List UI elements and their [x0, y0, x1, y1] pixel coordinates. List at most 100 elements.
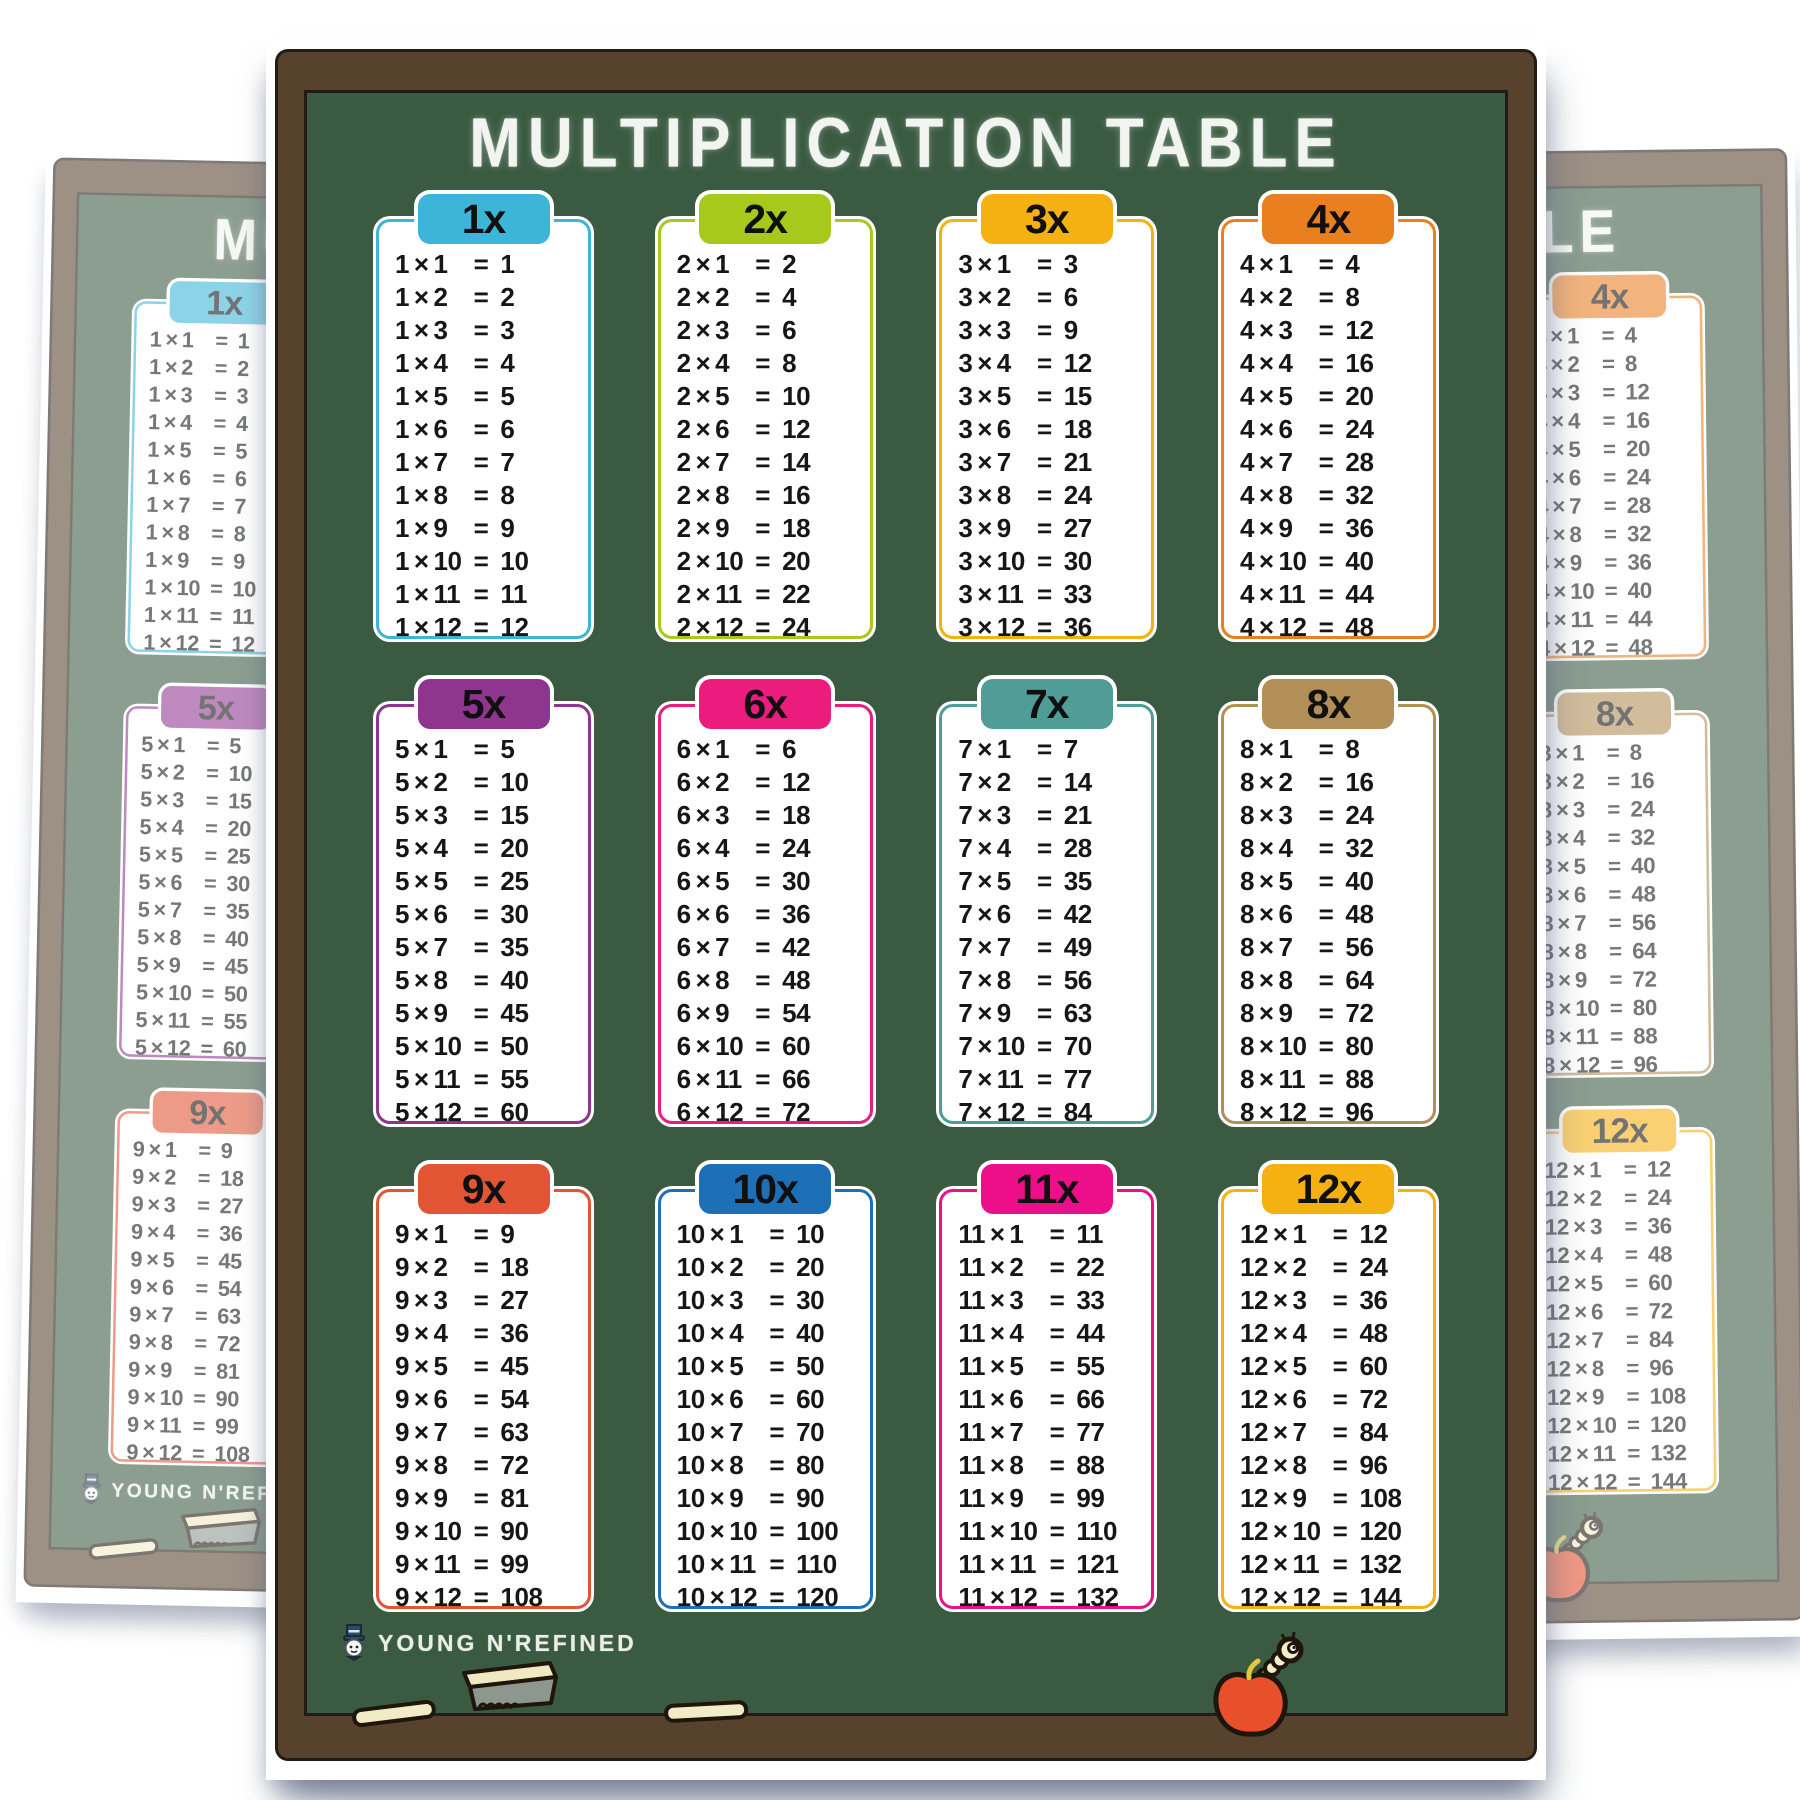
row-value: 24	[1626, 463, 1651, 490]
equals-sign: =	[1036, 546, 1052, 576]
row-expression: 9 × 1	[132, 1136, 177, 1163]
row-expression: 10 × 7	[676, 1417, 744, 1447]
row-value: 10	[228, 760, 253, 787]
equals-sign: =	[755, 1031, 771, 1061]
row-value: 81	[500, 1483, 529, 1513]
equals-sign: =	[755, 546, 771, 576]
equals-sign: =	[1608, 881, 1622, 908]
row-value: 21	[1063, 447, 1093, 477]
equals-sign: =	[473, 447, 489, 477]
row-value: 35	[500, 932, 529, 962]
equals-sign: =	[205, 787, 219, 814]
equals-sign: =	[755, 899, 771, 929]
equals-sign: =	[1605, 634, 1619, 661]
row-value: 28	[1063, 833, 1093, 863]
equals-sign: =	[1332, 1351, 1348, 1381]
table-card-9x: 9x 9 × 1 = 9 9 × 2 = 18 9 × 3 = 27 9 × 4 = 36 9 × 5 = 4…	[376, 1164, 591, 1612]
row-value: 120	[796, 1582, 839, 1612]
row-expression: 8 × 12	[1239, 1097, 1307, 1127]
equals-sign: =	[1610, 1051, 1624, 1078]
row-value: 64	[1631, 937, 1657, 964]
equals-sign: =	[755, 381, 771, 411]
equals-sign: =	[1609, 966, 1623, 993]
row-expression: 10 × 11	[676, 1549, 757, 1579]
row-expression: 4 × 12	[1537, 634, 1596, 662]
row-value: 60	[222, 1036, 247, 1062]
row-expression: 11 × 9	[958, 1483, 1024, 1513]
row-expression: 5 × 4	[395, 833, 448, 863]
board-eraser	[454, 1657, 566, 1720]
equals-sign: =	[1318, 866, 1334, 896]
row-expression: 1 × 11	[143, 601, 199, 629]
row-expression: 11 × 5	[958, 1351, 1024, 1381]
row-value: 88	[1076, 1450, 1105, 1480]
row-value: 144	[1359, 1582, 1402, 1612]
row-expression: 11 × 12	[958, 1582, 1038, 1612]
row-expression: 6 × 2	[676, 767, 730, 797]
row-expression: 12 × 1	[1543, 1156, 1602, 1184]
equals-sign: =	[1318, 315, 1334, 345]
equals-sign: =	[213, 382, 227, 409]
row-value: 88	[1632, 1022, 1658, 1049]
row-expression: 5 × 11	[395, 1064, 461, 1094]
row-value: 120	[1359, 1516, 1402, 1546]
row-expression: 12 × 5	[1239, 1351, 1307, 1381]
equals-sign: =	[473, 1417, 489, 1447]
equals-sign: =	[473, 767, 489, 797]
table-body-11x: 11 × 1 = 11 11 × 2 = 22 11 × 3 = 33 11 × 4 = 44 11 ×…	[939, 1189, 1155, 1612]
row-value: 70	[796, 1417, 825, 1447]
row-value: 25	[226, 843, 251, 869]
equals-sign: =	[755, 315, 771, 345]
equals-sign: =	[203, 870, 217, 896]
equals-sign: =	[473, 1516, 489, 1546]
row-value: 20	[796, 1252, 825, 1282]
row-value: 90	[215, 1385, 240, 1412]
row-expression: 9 × 2	[395, 1252, 448, 1282]
table-tab-7x: 7x	[980, 679, 1113, 729]
row-expression: 3 × 1	[958, 249, 1011, 279]
row-value: 3	[500, 315, 515, 345]
row-expression: 10 × 9	[676, 1483, 744, 1513]
row-value: 100	[796, 1516, 839, 1546]
equals-sign: =	[1602, 407, 1616, 434]
equals-sign: =	[213, 410, 227, 436]
row-expression: 11 × 11	[958, 1549, 1037, 1579]
row-value: 40	[796, 1318, 825, 1348]
equals-sign: =	[473, 348, 489, 378]
equals-sign: =	[1036, 282, 1052, 312]
row-expression: 12 × 12	[1239, 1582, 1321, 1612]
row-value: 12	[1345, 315, 1374, 345]
row-value: 33	[1063, 579, 1093, 609]
row-expression: 5 × 12	[395, 1097, 462, 1127]
row-value: 16	[1629, 767, 1655, 794]
equals-sign: =	[1332, 1285, 1348, 1315]
equals-sign: =	[1607, 796, 1621, 823]
row-expression: 11 × 10	[958, 1516, 1038, 1546]
equals-sign: =	[1049, 1549, 1065, 1579]
row-value: 36	[1063, 612, 1093, 642]
row-value: 80	[796, 1450, 825, 1480]
row-value: 8	[500, 480, 515, 510]
row-value: 108	[1649, 1382, 1687, 1409]
row-expression: 8 × 1	[1239, 734, 1293, 764]
equals-sign: =	[473, 1252, 489, 1282]
row-expression: 10 × 8	[676, 1450, 744, 1480]
row-value: 18	[1063, 414, 1093, 444]
row-value: 36	[1647, 1212, 1672, 1239]
row-expression: 9 × 3	[131, 1191, 176, 1218]
equals-sign: =	[1036, 800, 1052, 830]
equals-sign: =	[769, 1582, 785, 1612]
equals-sign: =	[1606, 739, 1620, 766]
row-value: 15	[500, 800, 529, 830]
row-value: 66	[1076, 1384, 1105, 1414]
table-body-3x: 3 × 1 = 3 3 × 2 = 6 3 × 3 = 9 3 × 4 = 12 3 × 5 = 15 3 ×…	[939, 219, 1155, 642]
row-value: 21	[1063, 800, 1093, 830]
row-value: 27	[500, 1285, 529, 1315]
equals-sign: =	[1036, 965, 1052, 995]
row-expression: 6 × 6	[676, 899, 730, 929]
row-expression: 1 × 9	[395, 513, 448, 543]
row-expression: 5 × 1	[395, 734, 448, 764]
